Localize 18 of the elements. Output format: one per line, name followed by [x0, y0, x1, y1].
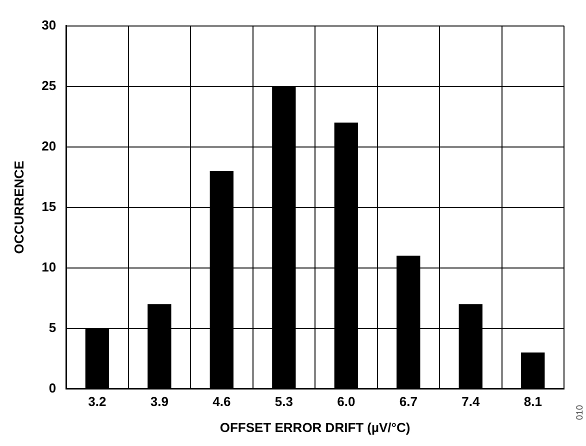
y-tick-label: 15 — [42, 198, 56, 214]
y-tick-label: 20 — [42, 138, 56, 154]
x-tick-label: 6.0 — [337, 394, 356, 410]
x-tick-label: 6.7 — [399, 394, 418, 410]
y-axis-title: OCCURRENCE — [11, 160, 26, 254]
x-tick-label: 4.6 — [212, 394, 231, 410]
y-tick-label: 10 — [42, 259, 56, 274]
x-tick-label: 3.2 — [88, 394, 106, 410]
y-tick-label: 0 — [48, 380, 56, 396]
x-tick-label: 3.9 — [150, 394, 168, 410]
text: 010 — [574, 404, 584, 420]
y-tick-label: 30 — [42, 17, 56, 32]
x-tick-label: 5.3 — [274, 394, 293, 410]
x-tick-label: 8.1 — [524, 394, 542, 410]
y-tick-label: 5 — [48, 320, 56, 335]
x-tick-label: 7.4 — [462, 394, 480, 410]
x-axis-title: OFFSET ERROR DRIFT (µV/°C) — [220, 420, 410, 435]
y-tick-label: 25 — [42, 78, 56, 93]
